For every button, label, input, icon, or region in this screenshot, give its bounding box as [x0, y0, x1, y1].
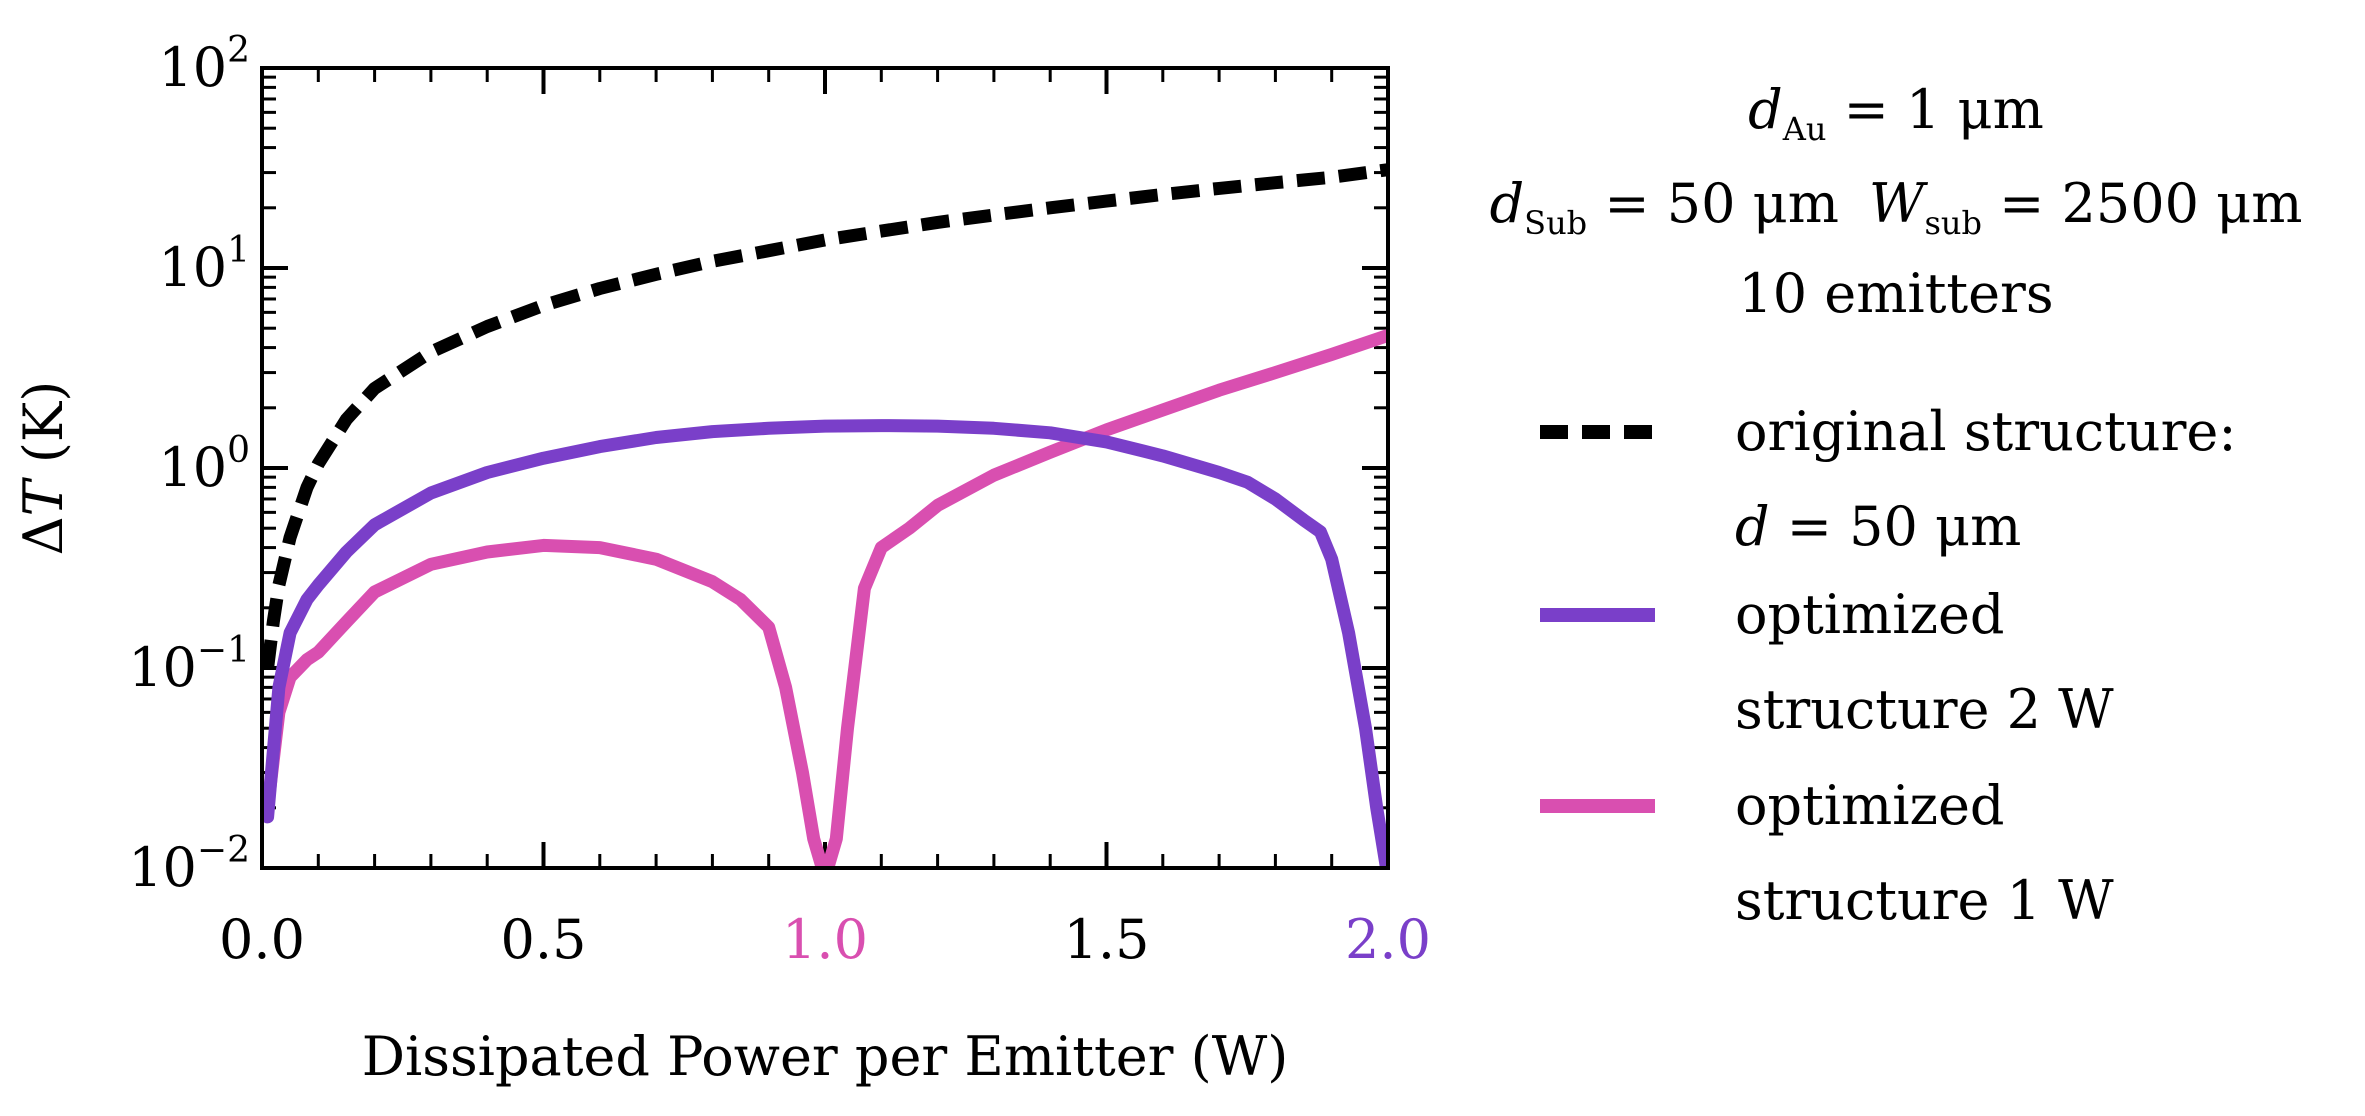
annot-w-sub-sub: sub [1924, 204, 1982, 242]
series-line-2 [262, 328, 1388, 868]
annotation-line-1: dAu = 1 μm [1748, 78, 2044, 148]
annot-w-sub-var: W [1869, 172, 1929, 235]
legend-label-original: original structure: [1735, 400, 2237, 463]
x-tick-labels: 0.0 0.5 1.0 1.5 2.0 [219, 908, 1431, 971]
legend-original-d-var: d [1735, 495, 1770, 558]
annot-d-sub-rest: = 50 μm [1587, 172, 1839, 235]
annotation-line-2: dSub = 50 μm Wsub = 2500 μm [1490, 172, 2303, 242]
legend-label-optimized-1w: optimized [1735, 774, 2005, 837]
x-tick-label: 0.0 [219, 908, 305, 971]
legend-label-optimized-2w: optimized [1735, 583, 2005, 646]
legend-label-original-line2: d = 50 μm [1735, 495, 2021, 558]
y-tick-label: 10−1 [128, 630, 250, 699]
y-tick-label: 10−2 [128, 830, 250, 899]
series-layer [262, 163, 1388, 868]
annot-d-sub-sub: Sub [1524, 204, 1587, 242]
series-line-1 [262, 419, 1388, 868]
y-tick-label: 102 [158, 30, 250, 99]
y-axis-title: ΔT (K) [12, 381, 75, 556]
y-tick-label: 101 [158, 230, 250, 299]
annot-w-sub-rest: = 2500 μm [1982, 172, 2302, 235]
x-tick-label: 1.5 [1064, 908, 1150, 971]
annot-d-sub-var: d [1490, 172, 1525, 235]
x-axis-title: Dissipated Power per Emitter (W) [362, 1025, 1289, 1088]
x-tick-label: 0.5 [501, 908, 587, 971]
y-axis-title-unit: (K) [12, 381, 75, 481]
y-minor-ticks [262, 75, 1388, 810]
y-tick-labels: 10−2 10−1 100 101 102 [128, 30, 250, 899]
annot-d-au-sub: Au [1782, 110, 1827, 148]
x-minor-ticks [316, 68, 1334, 868]
annot-d-au-rest: = 1 μm [1826, 78, 2043, 141]
legend-label-optimized-2w-line2: structure 2 W [1735, 678, 2114, 741]
annotation-line-3: 10 emitters [1738, 262, 2053, 325]
legend-label-optimized-1w-line2: structure 1 W [1735, 869, 2114, 932]
annot-d-au-var: d [1748, 78, 1783, 141]
y-tick-label: 100 [158, 430, 250, 499]
parameter-annotation: dAu = 1 μm dSub = 50 μm Wsub = 2500 μm 10… [1490, 78, 2303, 325]
y-axis-title-var: T [12, 476, 75, 516]
series-line-0 [262, 163, 1388, 669]
legend: original structure: d = 50 μm optimized … [1540, 400, 2237, 932]
y-axis-title-delta: Δ [12, 516, 75, 555]
plot-frame [260, 66, 1390, 870]
legend-original-d-rest: = 50 μm [1770, 495, 2022, 558]
x-tick-label: 2.0 [1345, 908, 1431, 971]
x-tick-label: 1.0 [782, 908, 868, 971]
